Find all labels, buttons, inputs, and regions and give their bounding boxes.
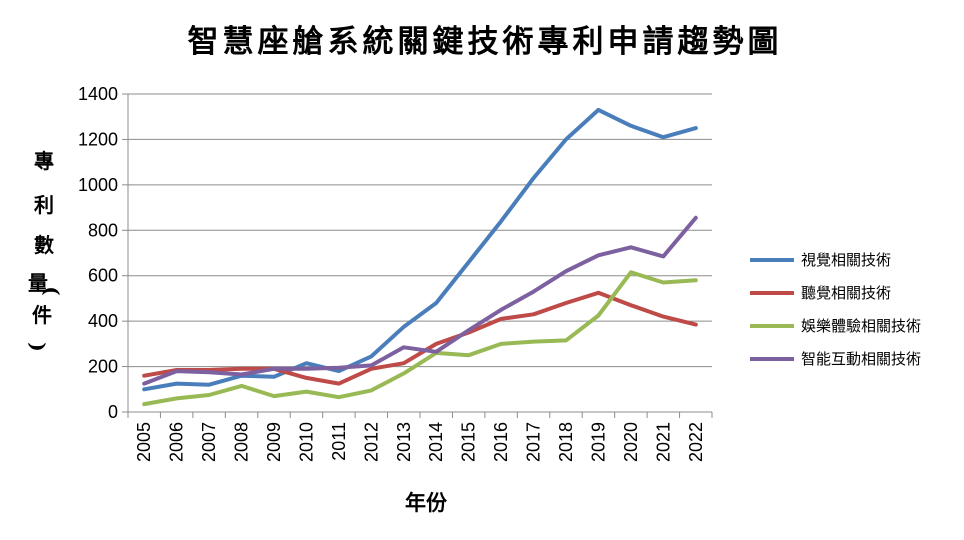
x-tick-label: 2005 (134, 422, 154, 462)
x-tick-label: 2010 (296, 422, 316, 462)
legend-label: 聽覺相關技術 (801, 284, 891, 302)
x-tick-label: 2020 (621, 422, 641, 462)
x-tick-label: 2019 (588, 422, 608, 462)
y-tick-label: 400 (88, 311, 118, 331)
y-axis-label-char: 專 (34, 149, 54, 173)
chart-title: 智慧座艙系統關鍵技術專利申請趨勢圖 (188, 24, 783, 60)
axes (127, 94, 712, 413)
x-tick-label: 2022 (686, 422, 706, 462)
legend-label: 視覺相關技術 (801, 251, 891, 269)
x-tick-label: 2018 (556, 422, 576, 462)
legend-label: 娛樂體驗相關技術 (801, 317, 921, 335)
legend-label: 智能互動相關技術 (801, 350, 921, 368)
x-axis-ticks: 2005 2006 2007 2008 2009 2010 2011 2012 2013 2014… (127, 412, 713, 462)
y-tick-label: 1200 (78, 129, 118, 149)
y-axis-label-char: ) (26, 342, 50, 351)
x-tick-label: 2006 (167, 422, 187, 462)
y-axis-ticks: 0 200 400 600 800 1000 1200 1400 (78, 84, 128, 422)
x-tick-label: 2015 (459, 422, 479, 462)
y-axis-label-char: ( (40, 286, 64, 295)
x-tick-label: 2009 (264, 422, 284, 462)
y-axis-label-char: 件 (32, 303, 52, 327)
gridlines (128, 93, 712, 368)
series-line-3 (142, 270, 698, 407)
series-line-2 (142, 290, 698, 386)
x-tick-label: 2011 (329, 422, 349, 461)
x-tick-label: 2013 (394, 422, 414, 462)
series-line-4 (142, 215, 698, 386)
x-tick-label: 2021 (653, 422, 673, 462)
x-tick-label: 2007 (199, 422, 219, 462)
series-line-1 (142, 107, 698, 392)
x-tick-label: 2016 (491, 422, 511, 462)
y-axis-label-char: 量 (28, 271, 48, 295)
x-axis-label: 年份 (405, 490, 448, 515)
y-tick-label: 200 (88, 357, 118, 377)
series-lines (142, 107, 698, 407)
y-tick-label: 1400 (78, 84, 118, 104)
x-tick-label: 2017 (524, 422, 544, 462)
x-tick-label: 2014 (426, 422, 446, 462)
x-tick-label: 2008 (232, 422, 252, 462)
y-axis-label-char: 數 (34, 233, 54, 257)
x-tick-label: 2012 (361, 422, 381, 462)
y-axis-label-char: 利 (34, 193, 54, 217)
y-tick-label: 1000 (78, 175, 118, 195)
y-tick-label: 600 (88, 266, 118, 286)
y-tick-label: 800 (88, 220, 118, 240)
y-tick-label: 0 (108, 402, 118, 422)
